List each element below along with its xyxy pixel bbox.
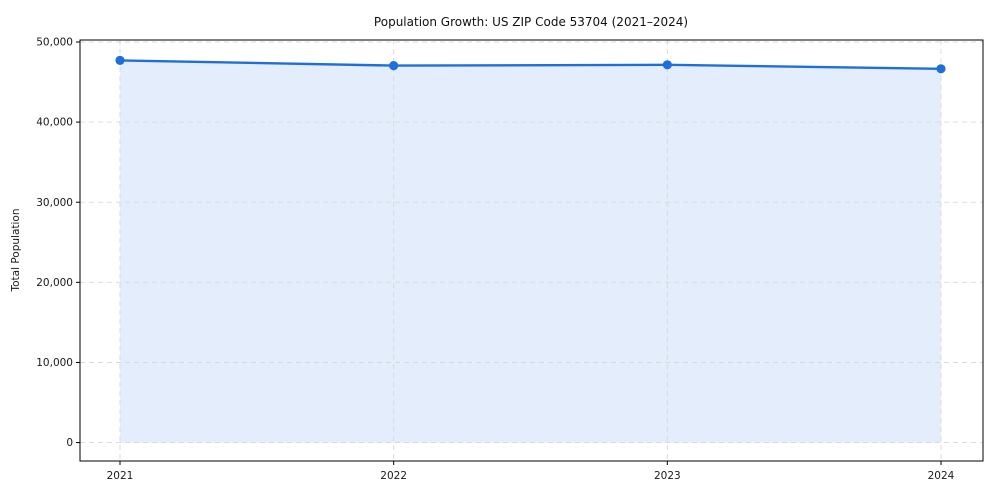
- plot-area: 0 10,000 20,000 30,000 40,000 50,000 2021 2022 2…: [36, 37, 984, 482]
- population-line: [118, 59, 943, 71]
- y-tick-label: 0: [66, 437, 73, 449]
- y-tick-label: 50,000: [36, 37, 73, 49]
- plot-border: [79, 39, 984, 462]
- y-tick-label: 30,000: [36, 197, 73, 209]
- area-fill: [120, 60, 941, 443]
- data-point: [662, 60, 672, 70]
- data-point: [389, 61, 399, 71]
- x-tick-label: 2023: [654, 470, 681, 482]
- y-axis-label: Total Population: [10, 208, 22, 292]
- x-tick-label: 2024: [928, 470, 955, 482]
- data-point: [115, 55, 125, 65]
- y-tick-label: 20,000: [36, 277, 73, 289]
- x-tick-label: 2022: [380, 470, 407, 482]
- x-tick-label: 2021: [107, 470, 134, 482]
- y-tick-label: 10,000: [36, 357, 73, 369]
- data-point: [936, 64, 946, 74]
- chart-title: Population Growth: US ZIP Code 53704 (20…: [374, 15, 688, 29]
- y-tick-label: 40,000: [36, 117, 73, 129]
